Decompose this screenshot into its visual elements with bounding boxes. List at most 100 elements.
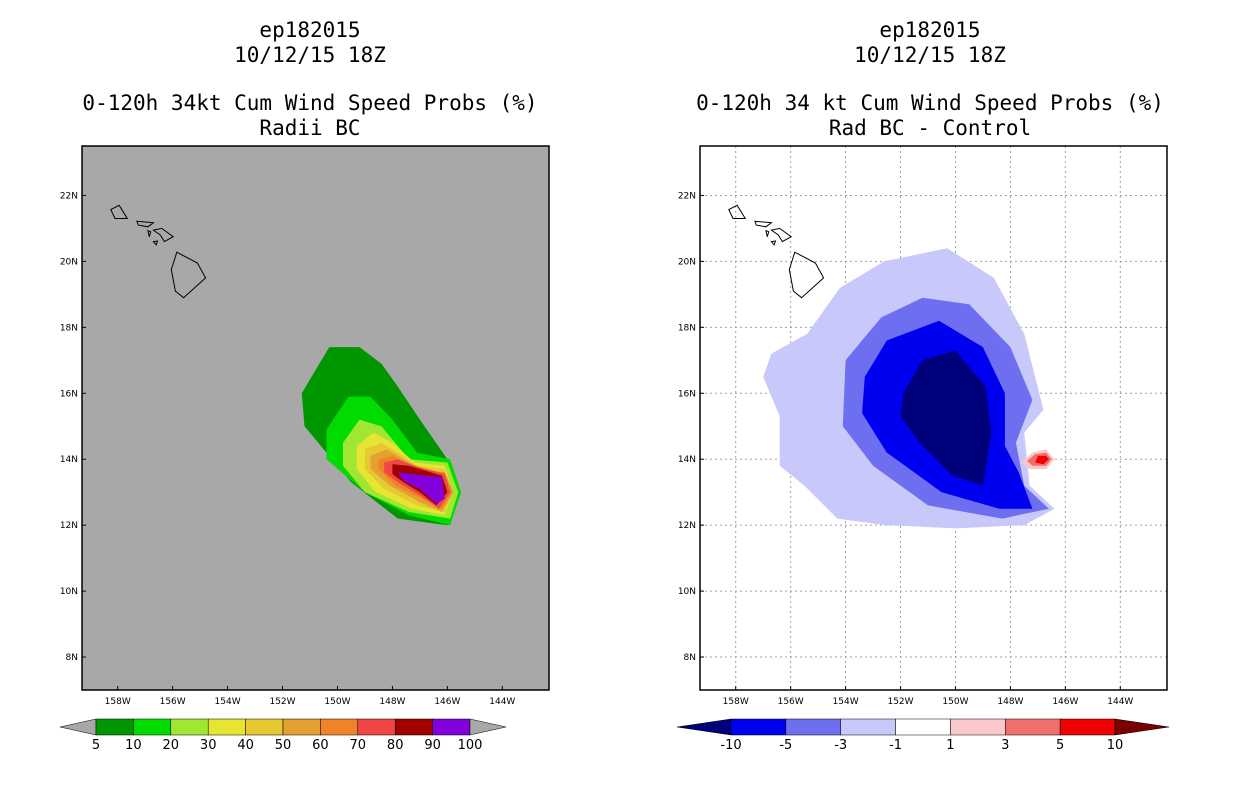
x-tick-label: 158W <box>723 697 749 707</box>
island-coastline <box>152 227 175 243</box>
colorbar-label: 50 <box>275 738 292 753</box>
y-tick-label: 16N <box>678 389 696 399</box>
island-coastline <box>754 220 773 228</box>
island-coastline <box>136 220 155 228</box>
colorbar-label: 5 <box>1056 738 1064 753</box>
y-tick-label: 10N <box>678 587 696 597</box>
colorbar-swatch <box>207 718 246 736</box>
colorbar-extend-high <box>1114 718 1170 736</box>
colorbar-swatch <box>133 718 172 736</box>
island-coastline <box>147 229 152 237</box>
colorbar-swatch <box>320 718 359 736</box>
right-title-line2: 10/12/15 18Z <box>854 43 1006 67</box>
colorbar-label: 40 <box>237 738 254 753</box>
y-tick-label: 18N <box>678 323 696 333</box>
colorbar-label: -5 <box>779 738 792 753</box>
island-coastline <box>770 240 777 246</box>
colorbar-swatch <box>357 718 396 736</box>
colorbar-label: 3 <box>1001 738 1009 753</box>
y-tick-label: 10N <box>60 587 78 597</box>
y-tick-label: 12N <box>60 521 78 531</box>
colorbar-swatch <box>950 718 1006 736</box>
right-map-frame <box>699 145 1168 691</box>
island-coastline <box>152 240 159 246</box>
right-colorbar: -10 -5 -3 -1 1 3 5 10 <box>676 718 1170 753</box>
colorbar-swatch <box>730 718 787 736</box>
y-tick-label: 12N <box>678 521 696 531</box>
left-subtitle: 0-120h 34kt Cum Wind Speed Probs (%) Radi… <box>60 91 560 141</box>
right-subtitle-line1: 0-120h 34 kt Cum Wind Speed Probs (%) <box>696 91 1164 115</box>
contour-fill->5 <box>1035 455 1049 465</box>
y-tick-label: 20N <box>60 257 78 267</box>
colorbar-label: 5 <box>92 738 100 753</box>
colorbar-extend-low <box>676 718 732 736</box>
left-map-frame <box>81 145 550 691</box>
colorbar-label: 30 <box>200 738 217 753</box>
island-coastline <box>728 204 747 219</box>
contour-fill-<-10 <box>900 350 992 486</box>
left-title-line2: 10/12/15 18Z <box>234 43 386 67</box>
colorbar-label: 70 <box>350 738 367 753</box>
island-coastline <box>765 229 770 237</box>
colorbar-label: 1 <box>946 738 954 753</box>
colorbar-label: 80 <box>387 738 404 753</box>
contour-fill-90-100 <box>397 472 445 504</box>
x-tick-label: 150W <box>942 697 968 707</box>
y-tick-label: 20N <box>678 257 696 267</box>
colorbar-swatch <box>895 718 951 736</box>
left-subtitle-line2: Radii BC <box>259 116 361 140</box>
colorbar-swatch <box>170 718 209 736</box>
x-tick-label: 144W <box>489 697 515 707</box>
colorbar-swatch <box>245 718 284 736</box>
colorbar-label: -1 <box>889 738 902 753</box>
y-tick-label: 18N <box>60 323 78 333</box>
x-tick-label: 152W <box>269 697 295 707</box>
y-tick-label: 14N <box>678 455 696 465</box>
x-tick-label: 146W <box>434 697 460 707</box>
colorbar-swatch <box>1059 718 1116 736</box>
colorbar-swatch <box>95 718 134 736</box>
colorbar-label: 10 <box>125 738 142 753</box>
right-title: ep182015 10/12/15 18Z <box>680 18 1180 68</box>
x-tick-label: 148W <box>379 697 405 707</box>
y-tick-label: 14N <box>60 455 78 465</box>
x-tick-label: 146W <box>1052 697 1078 707</box>
colorbar-label: -3 <box>834 738 847 753</box>
island-coastline <box>770 227 793 243</box>
colorbar-label: -10 <box>720 738 741 753</box>
colorbar-label: 100 <box>458 738 483 753</box>
right-map-panel: 158W 156W 154W 152W 150W 148W 146W 144W22N20N18… <box>676 145 1170 753</box>
left-title: ep182015 10/12/15 18Z <box>60 18 560 68</box>
x-tick-label: 144W <box>1107 697 1133 707</box>
y-tick-label: 16N <box>60 389 78 399</box>
colorbar-extend-high <box>469 718 507 736</box>
left-subtitle-line1: 0-120h 34kt Cum Wind Speed Probs (%) <box>82 91 538 115</box>
colorbar-label: 90 <box>424 738 441 753</box>
colorbar-swatch <box>282 718 321 736</box>
x-tick-label: 156W <box>160 697 186 707</box>
y-tick-label: 8N <box>684 653 696 663</box>
colorbar-swatch <box>840 718 896 736</box>
colorbar-label: 10 <box>1107 738 1124 753</box>
left-map-panel: 158W 156W 154W 152W 150W 148W 146W 144W 22N 20N 18… <box>59 145 550 753</box>
y-tick-label: 8N <box>66 653 78 663</box>
x-tick-label: 156W <box>778 697 804 707</box>
colorbar-swatch <box>785 718 841 736</box>
colorbar-label: 20 <box>163 738 180 753</box>
island-coastline <box>110 204 129 219</box>
colorbar-swatch <box>394 718 433 736</box>
left-colorbar: 5 10 20 30 40 50 60 70 80 90 100 <box>59 718 507 753</box>
x-tick-label: 158W <box>105 697 131 707</box>
colorbar-swatch <box>432 718 471 736</box>
x-tick-label: 150W <box>324 697 350 707</box>
colorbar-swatch <box>1005 718 1061 736</box>
y-tick-label: 22N <box>60 191 78 201</box>
colorbar-extend-low <box>59 718 97 736</box>
y-tick-label: 22N <box>678 191 696 201</box>
island-coastline <box>170 251 207 299</box>
right-title-line1: ep182015 <box>879 18 981 42</box>
x-tick-label: 148W <box>997 697 1023 707</box>
left-title-line1: ep182015 <box>259 18 361 42</box>
colorbar-label: 60 <box>312 738 329 753</box>
